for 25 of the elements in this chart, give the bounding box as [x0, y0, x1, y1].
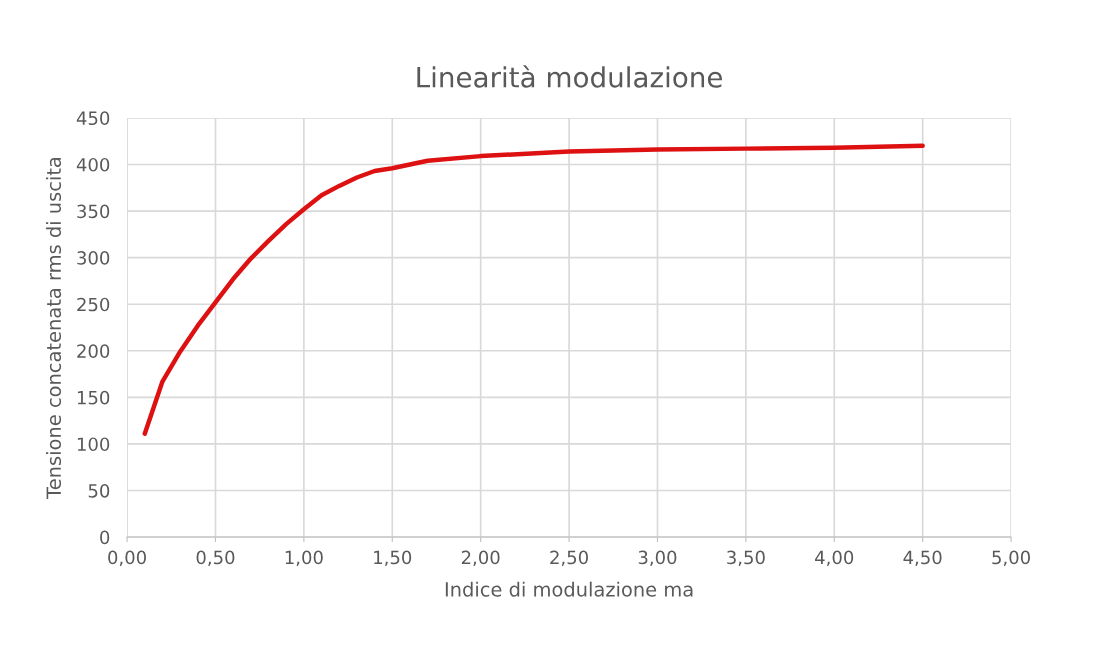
x-tick-label: 4,00	[815, 550, 854, 567]
y-tick-label: 350	[77, 204, 110, 219]
x-tick-label: 3,50	[727, 550, 765, 567]
y-tick-label: 50	[88, 483, 110, 498]
y-tick-label: 450	[76, 111, 110, 126]
y-axis-title: Tensione concatenata rms di uscita	[46, 157, 62, 499]
x-tick-label: 1,00	[285, 550, 323, 567]
y-tick-label: 100	[77, 437, 110, 452]
y-tick-label: 400	[76, 157, 110, 172]
line-series	[142, 143, 925, 436]
y-tick-label: 0	[100, 530, 110, 545]
x-tick-label: 0,00	[108, 550, 146, 567]
y-tick-label: 300	[77, 251, 110, 265]
y-tick-label: 250	[77, 297, 110, 312]
x-tick-label: 4,50	[903, 550, 942, 567]
x-axis-title: Indice di modulazione ma	[445, 581, 693, 597]
y-tick-label: 200	[77, 344, 110, 358]
x-tick-label: 3,00	[638, 550, 677, 567]
x-tick-label: 5,00	[992, 550, 1030, 567]
y-tick-label: 150	[77, 390, 110, 405]
chart-title: Linearità modulazione	[417, 65, 722, 88]
x-tick-label: 1,50	[374, 550, 412, 567]
x-tick-label: 2,50	[550, 550, 588, 567]
x-tick-label: 2,00	[461, 550, 500, 567]
x-tick-label: 0,50	[196, 550, 235, 567]
